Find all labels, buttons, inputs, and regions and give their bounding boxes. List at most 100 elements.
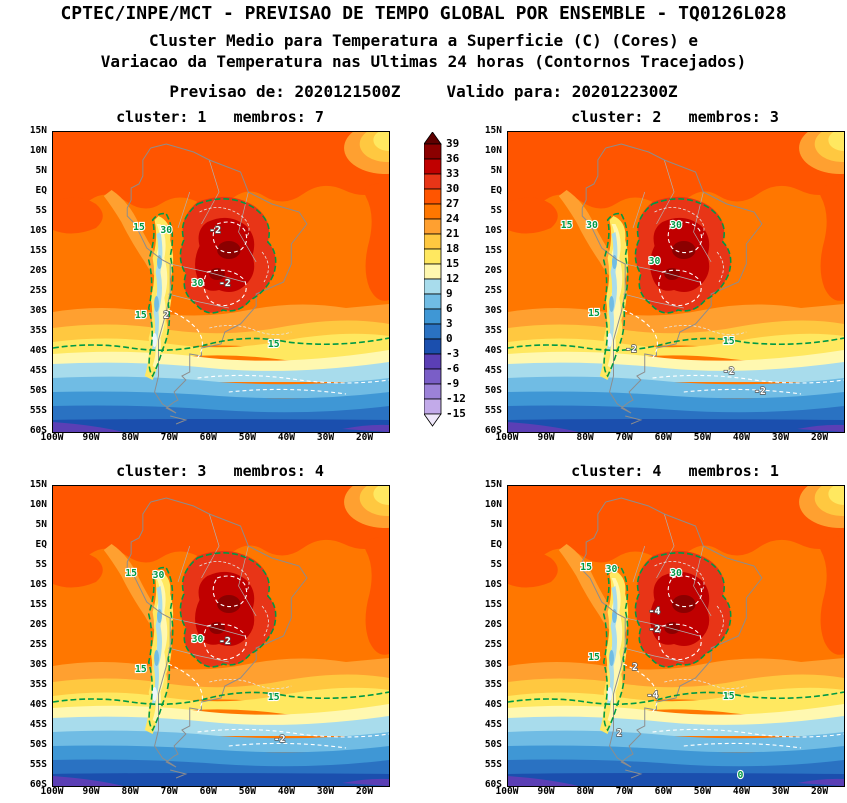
contour-label: -2: [754, 386, 766, 397]
panel-title: cluster: 3 membros: 4: [116, 462, 324, 480]
page-title: CPTEC/INPE/MCT - PREVISAO DE TEMPO GLOBA…: [60, 3, 787, 24]
lat-tick-label: 10N: [29, 499, 47, 510]
lat-tick-label: 50S: [29, 385, 47, 396]
colorbar-level-label: 3: [446, 317, 453, 330]
colorbar-level-label: 12: [446, 272, 460, 285]
lat-tick-label: 50S: [484, 739, 502, 750]
contour-label: -2: [274, 734, 286, 745]
cluster-panel: cluster: 3 membros: 4 15N 10N 5N EQ 5S 10S 15S…: [24, 462, 390, 799]
lon-tick-label: 60W: [199, 432, 217, 443]
contour-label: 15: [723, 336, 735, 347]
lat-tick-label: 5S: [35, 205, 47, 216]
lon-tick-label: 20W: [810, 432, 829, 443]
lat-tick-label: 45S: [484, 365, 502, 376]
contour-label: 30: [160, 225, 172, 236]
lat-tick-label: 20S: [29, 619, 47, 630]
map-frame: 15 30 30 30 15 -2 15 -2 -2: [507, 131, 845, 433]
contour-label: 30: [670, 568, 682, 579]
colorbar-level-label: 15: [446, 257, 460, 270]
lat-tick-label: 5N: [35, 519, 47, 530]
contour-label: 15: [135, 664, 147, 675]
lat-tick-label: 60S: [484, 425, 502, 436]
lat-axis: 15N 10N 5N EQ 5S 10S 15S 20S 25S 30S 35S 40S 45S 50S 5…: [24, 480, 49, 790]
contour-labels: 15 30 30 30 15 -2 15 -2 -2: [560, 219, 767, 398]
panel-title: cluster: 4 membros: 1: [571, 462, 779, 480]
lon-tick-label: 30W: [771, 786, 790, 797]
colorbar-level-label: 33: [446, 167, 460, 180]
lat-tick-label: 20S: [484, 619, 502, 630]
temperature-colorbar: [423, 131, 464, 432]
contour-label: -2: [649, 624, 661, 635]
lat-axis: 15N 10N 5N EQ 5S 10S 15S 20S 25S 30S 35S 40S 45S 50S 5…: [479, 126, 504, 436]
lat-tick-label: 25S: [29, 639, 47, 650]
forecast-valid-time: Valido para: 2020122300Z: [446, 82, 678, 101]
colorbar-level-label: 6: [446, 302, 453, 315]
lon-axis: 100W 90W 80W 70W 60W 50W 40W 30W 20W: [496, 785, 843, 799]
lat-tick-label: EQ: [35, 539, 47, 550]
colorbar-level-label: -9: [446, 377, 460, 390]
temperature-map: 15 30 30 -2 15 15 -2: [53, 486, 389, 786]
colorbar-level-label: 21: [446, 227, 460, 240]
lat-tick-label: 60S: [484, 779, 502, 790]
lon-tick-label: 90W: [82, 432, 100, 443]
lat-tick-label: 5N: [490, 165, 502, 176]
temperature-map: 15 30 30 30 15 -2 15 -2 -2: [508, 132, 844, 432]
lat-tick-label: 15S: [29, 599, 47, 610]
cluster-panel: cluster: 1 membros: 7 15N 10N 5N EQ 5S 10S 15S…: [24, 108, 390, 445]
lat-tick-label: EQ: [35, 185, 47, 196]
lat-axis: 15N 10N 5N EQ 5S 10S 15S 20S 25S 30S 35S 40S 45S 50S 5…: [24, 126, 49, 436]
lon-axis: 100W 90W 80W 70W 60W 50W 40W 30W 20W: [496, 431, 843, 445]
lon-tick-label: 80W: [121, 786, 139, 797]
lon-tick-label: 70W: [160, 786, 178, 797]
contour-label: -2: [219, 636, 231, 647]
lon-tick-label: 70W: [160, 432, 178, 443]
panel-title: cluster: 2 membros: 3: [571, 108, 779, 126]
lon-tick-label: 40W: [277, 786, 295, 797]
lon-tick-label: 80W: [576, 786, 594, 797]
colorbar-level-label: -12: [446, 392, 466, 405]
panel-title: cluster: 1 membros: 7: [116, 108, 324, 126]
lat-tick-label: 20S: [484, 265, 502, 276]
lat-tick-label: 60S: [29, 425, 47, 436]
lat-tick-label: 40S: [29, 345, 47, 356]
lon-tick-label: 30W: [316, 786, 335, 797]
lon-tick-label: 100W: [495, 786, 519, 797]
lat-tick-label: 5S: [490, 205, 502, 216]
lat-tick-label: EQ: [490, 539, 502, 550]
contour-label: 2: [632, 662, 638, 673]
lat-tick-label: 25S: [484, 285, 502, 296]
lat-tick-label: 15N: [29, 125, 47, 136]
lon-tick-label: 80W: [121, 432, 139, 443]
lat-tick-label: 5N: [490, 519, 502, 530]
colorbar-level-label: 27: [446, 197, 460, 210]
lat-tick-label: 35S: [29, 325, 47, 336]
lon-tick-label: 50W: [238, 432, 256, 443]
lon-tick-label: 100W: [40, 432, 64, 443]
map-frame: 15 30 30 -4 -2 15 2 -4 15 2 0: [507, 485, 845, 787]
lat-tick-label: 30S: [29, 305, 47, 316]
lat-tick-label: 45S: [29, 365, 47, 376]
contour-label: 15: [580, 562, 592, 573]
contour-label: -2: [723, 366, 735, 377]
lon-tick-label: 40W: [732, 786, 750, 797]
colorbar-level-label: 30: [446, 182, 460, 195]
lat-tick-label: 50S: [484, 385, 502, 396]
lat-tick-label: 45S: [29, 719, 47, 730]
lat-tick-label: 5S: [35, 559, 47, 570]
lat-tick-label: 10S: [484, 225, 502, 236]
contour-label: -2: [219, 278, 231, 289]
contour-label: 30: [192, 278, 204, 289]
lat-tick-label: 50S: [29, 739, 47, 750]
contour-label: 2: [616, 728, 622, 739]
lon-tick-label: 60W: [654, 786, 672, 797]
lat-tick-label: 35S: [484, 325, 502, 336]
lat-tick-label: 55S: [484, 405, 502, 416]
lat-tick-label: 55S: [29, 405, 47, 416]
lon-tick-label: 50W: [693, 432, 711, 443]
lat-tick-label: 10N: [29, 145, 47, 156]
lon-tick-label: 80W: [576, 432, 594, 443]
lat-axis: 15N 10N 5N EQ 5S 10S 15S 20S 25S 30S 35S 40S 45S 50S 5…: [479, 480, 504, 790]
lat-tick-label: 40S: [484, 699, 502, 710]
lat-tick-label: EQ: [490, 185, 502, 196]
contour-label: 30: [586, 220, 598, 231]
